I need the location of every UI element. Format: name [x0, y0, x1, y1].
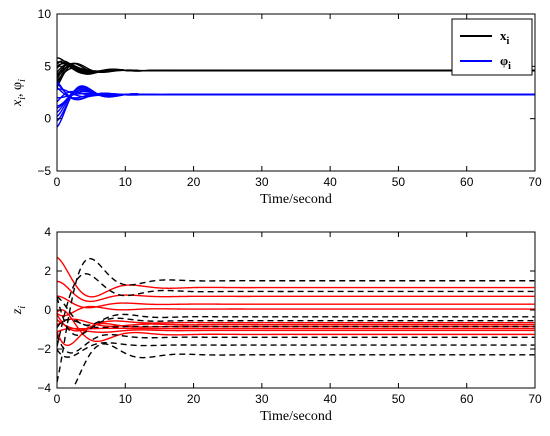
- x-tick-label: 30: [255, 175, 269, 189]
- chart-panel-2: 0 10 20 30 40 50 60 70 −4 −2 0 2 4 Time/second zi: [10, 225, 542, 424]
- y-tick-label: 5: [44, 59, 51, 73]
- z-solid-line: [57, 327, 535, 333]
- z-solid-line: [57, 280, 535, 303]
- series-φ_i-line: [57, 85, 535, 128]
- z-solid-line: [57, 314, 535, 332]
- plot-area: [57, 256, 535, 388]
- x-tick-label: 10: [119, 175, 133, 189]
- z-dashed-line: [57, 333, 535, 354]
- z-solid-line: [57, 256, 535, 298]
- y-tick-label: −5: [37, 164, 51, 178]
- x-tick-label: 50: [392, 175, 406, 189]
- y-tick-label: 10: [38, 7, 52, 21]
- x-tick-label: 70: [528, 392, 542, 406]
- z-solid-line: [57, 295, 535, 309]
- x-tick-label: 20: [187, 175, 201, 189]
- series-φ_i-line: [57, 90, 535, 103]
- x-tick-label: 40: [323, 392, 337, 406]
- x-tick-label: 10: [119, 392, 133, 406]
- z-dashed-line: [57, 296, 535, 326]
- series-φ_i-line: [57, 86, 535, 122]
- x-tick-label: 20: [187, 392, 201, 406]
- y-tick-label: 0: [44, 303, 51, 317]
- y-axis-label: xi, φi: [10, 79, 28, 107]
- y-tick-label: 0: [44, 112, 51, 126]
- legend-label: φi: [500, 53, 511, 72]
- x-tick-label: 60: [460, 392, 474, 406]
- z-dashed-line: [57, 257, 535, 383]
- z-solid-line: [57, 318, 535, 327]
- x-tick-label: 30: [255, 392, 269, 406]
- plot-area: [57, 57, 535, 128]
- x-tick-label: 40: [323, 175, 337, 189]
- series-φ_i-line: [57, 86, 535, 118]
- z-solid-line: [57, 305, 535, 317]
- y-tick-label: 4: [44, 225, 51, 239]
- z-solid-line: [57, 309, 535, 343]
- series-φ_i-line: [57, 88, 535, 113]
- x-tick-label: 70: [528, 175, 542, 189]
- y-tick-label: −2: [37, 342, 51, 356]
- z-dashed-line: [57, 318, 535, 329]
- x-tick-label: 50: [392, 392, 406, 406]
- legend-label: xi: [500, 28, 510, 47]
- x-tick-label: 0: [54, 392, 61, 406]
- series-φ_i-line: [57, 80, 535, 101]
- x-tick-label: 0: [54, 175, 61, 189]
- x-axis-label: Time/second: [260, 192, 332, 207]
- legend-box: [451, 18, 533, 76]
- series-φ_i-line: [57, 82, 535, 100]
- z-dashed-line: [57, 342, 535, 358]
- y-tick-label: −4: [37, 381, 51, 395]
- series-φ_i-line: [57, 89, 535, 109]
- y-tick-label: 2: [44, 264, 51, 278]
- y-axis-label: zi: [10, 306, 28, 315]
- z-dashed-line: [72, 343, 535, 388]
- axes-box: [56, 13, 536, 172]
- series-φ_i-line: [57, 86, 535, 99]
- x-tick-label: 60: [460, 175, 474, 189]
- x-axis-label: Time/second: [260, 409, 332, 424]
- z-solid-line: [57, 319, 535, 333]
